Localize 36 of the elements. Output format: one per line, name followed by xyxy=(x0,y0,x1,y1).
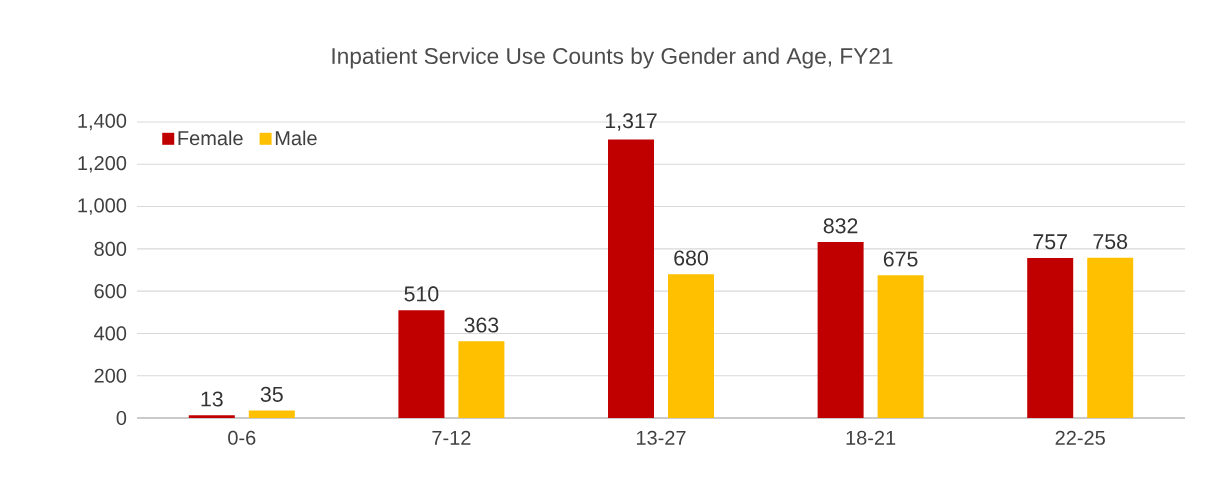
x-tick-label: 18-21 xyxy=(846,430,896,445)
data-label: 510 xyxy=(404,286,439,302)
bar xyxy=(458,341,505,418)
data-label: 758 xyxy=(1093,233,1128,250)
y-tick-label: 1,400 xyxy=(78,113,127,131)
x-tick-label: 13-27 xyxy=(636,430,686,445)
bar xyxy=(398,310,445,418)
bar xyxy=(817,242,864,418)
y-tick-label: 1,200 xyxy=(78,156,127,173)
data-label: 675 xyxy=(883,251,918,267)
x-tick-label: 7-12 xyxy=(432,430,471,445)
x-tick-label: 22-25 xyxy=(1055,430,1105,445)
y-tick-label: 0 xyxy=(116,410,127,426)
y-tick-label: 600 xyxy=(94,284,127,299)
bar xyxy=(608,139,655,418)
legend-label: Male xyxy=(275,130,317,146)
y-tick-label: 400 xyxy=(94,326,127,341)
data-label: 1,317 xyxy=(605,113,657,131)
data-label: 13 xyxy=(201,391,223,407)
data-label: 35 xyxy=(260,386,283,402)
x-tick-label: 0-6 xyxy=(228,430,256,445)
bar xyxy=(668,274,715,418)
chart-title: Inpatient Service Use Counts by Gender and Age, FY21 xyxy=(332,47,893,69)
legend-label: Female xyxy=(178,130,243,146)
data-label: 363 xyxy=(464,317,499,333)
y-tick-label: 800 xyxy=(94,241,127,256)
bar xyxy=(188,415,235,418)
data-label: 757 xyxy=(1033,234,1067,250)
bar xyxy=(1087,257,1134,418)
data-label: 832 xyxy=(823,218,858,234)
bar xyxy=(1027,257,1074,418)
y-tick-label: 1,000 xyxy=(78,198,127,215)
bar xyxy=(248,410,295,418)
y-tick-label: 200 xyxy=(94,368,127,383)
data-label: 680 xyxy=(674,250,708,266)
bar xyxy=(877,275,924,418)
